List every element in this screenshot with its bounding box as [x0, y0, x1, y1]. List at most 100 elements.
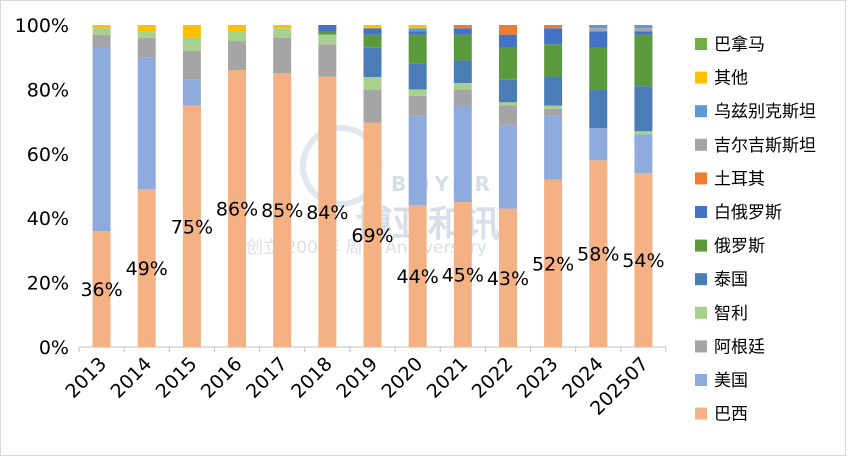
bar-segment-美国 [498, 124, 517, 209]
bar-segment-巴西 [273, 73, 292, 348]
bar-segment-土耳其 [544, 25, 563, 29]
bar-segment-乌兹别克斯坦 [408, 28, 427, 32]
legend-swatch [695, 138, 707, 151]
data-label: 43% [487, 268, 529, 290]
legend-item: 智利 [695, 304, 748, 324]
bar-segment-白俄罗斯 [408, 31, 427, 35]
legend-label: 土耳其 [714, 169, 765, 189]
bar-segment-美国 [453, 105, 472, 203]
bar-segment-其他 [182, 25, 201, 38]
bar-stack-2016 [228, 25, 247, 347]
bar-segment-美国 [544, 115, 563, 180]
legend-label: 智利 [714, 304, 748, 324]
bar-segment-其他 [363, 25, 382, 29]
bar-segment-其他 [137, 25, 156, 32]
bar-stack-2024 [589, 25, 608, 347]
bar-stack-2021 [453, 25, 472, 347]
bar-segment-美国 [92, 47, 111, 232]
bar-segment-阿根廷 [363, 90, 382, 123]
bar-segment-美国 [137, 57, 156, 190]
bar-segment-俄罗斯 [408, 34, 427, 64]
bar-segment-巴西 [363, 122, 382, 347]
bar-segment-俄罗斯 [544, 44, 563, 77]
data-label: 45% [442, 265, 484, 287]
legend-item: 俄罗斯 [695, 237, 765, 257]
data-label: 75% [171, 216, 213, 238]
legend-item: 其他 [695, 69, 748, 89]
bar-segment-其他 [92, 25, 111, 29]
bar-segment-巴西 [228, 70, 247, 347]
bar-segment-阿根廷 [137, 37, 156, 58]
y-tick-label: 40% [27, 208, 69, 230]
bar-segment-智利 [634, 131, 653, 135]
data-label: 36% [80, 279, 122, 301]
bar-segment-阿根廷 [273, 37, 292, 74]
bar-segment-智利 [92, 28, 111, 35]
legend-item: 巴西 [695, 405, 748, 425]
legend-item: 白俄罗斯 [695, 203, 782, 223]
bar-segment-巴西 [408, 205, 427, 347]
bar-segment-吉尔吉斯斯坦 [634, 28, 653, 32]
data-label: 58% [577, 244, 619, 266]
bar-segment-智利 [137, 31, 156, 38]
x-tick-label: 2016 [197, 353, 247, 403]
bar-stack-2017 [273, 25, 292, 348]
bar-segment-俄罗斯 [318, 31, 337, 35]
x-tick-label: 2017 [242, 353, 292, 403]
x-tick-label: 2019 [332, 353, 382, 403]
bar-segment-吉尔吉斯斯坦 [589, 28, 608, 32]
bar-segment-白俄罗斯 [498, 34, 517, 48]
bar-segment-泰国 [453, 60, 472, 83]
bar-stack-2014 [137, 25, 156, 347]
bar-segment-白俄罗斯 [318, 25, 337, 32]
legend-item: 阿根廷 [695, 337, 765, 357]
bar-segment-俄罗斯 [498, 47, 517, 80]
bar-segment-其他 [228, 25, 247, 32]
y-tick-label: 0% [39, 337, 69, 359]
bar-segment-美国 [408, 115, 427, 206]
x-tick-label: 2014 [107, 353, 157, 403]
y-tick-label: 100% [15, 15, 69, 37]
legend-swatch [695, 340, 707, 353]
bar-segment-泰国 [589, 89, 608, 129]
bar-segment-其他 [273, 25, 292, 29]
bar-segment-泰国 [363, 47, 382, 78]
legend-label: 乌兹别克斯坦 [714, 102, 816, 122]
plot-area: 0%20%40%60%80%100%2013201420152016201720… [15, 15, 667, 420]
data-label: 69% [351, 225, 393, 247]
bar-segment-阿根廷 [498, 105, 517, 125]
bar-segment-白俄罗斯 [363, 28, 382, 35]
bar-segment-其他 [408, 25, 427, 29]
bar-segment-智利 [544, 105, 563, 109]
bar-segment-巴西 [137, 189, 156, 347]
legend-swatch [695, 306, 707, 319]
legend-label: 白俄罗斯 [714, 203, 782, 223]
legend-item: 泰国 [695, 270, 748, 290]
data-label: 52% [532, 253, 574, 275]
bar-segment-巴西 [92, 231, 111, 347]
legend-item: 巴拿马 [695, 34, 765, 55]
legend-swatch [695, 172, 707, 185]
bar-segment-俄罗斯 [634, 34, 653, 87]
bar-segment-巴西 [589, 160, 608, 347]
data-label: 54% [622, 250, 664, 272]
bar-segment-阿根廷 [318, 44, 337, 77]
x-tick-label: 2022 [468, 353, 518, 403]
legend-item: 吉尔吉斯斯坦 [695, 136, 816, 156]
legend-label: 吉尔吉斯斯坦 [714, 136, 816, 156]
y-tick-label: 60% [27, 144, 69, 166]
bar-segment-土耳其 [498, 25, 517, 35]
bar-segment-阿根廷 [453, 89, 472, 106]
bar-segment-巴西 [318, 76, 337, 348]
legend-item: 土耳其 [695, 169, 765, 189]
bar-segment-智利 [228, 31, 247, 42]
bar-segment-智利 [363, 77, 382, 91]
x-tick-label: 2023 [513, 353, 563, 403]
legend-item: 美国 [695, 371, 748, 391]
legend-label: 巴拿马 [714, 34, 765, 55]
bar-segment-阿根廷 [92, 34, 111, 48]
bar-stack-202507 [634, 25, 653, 347]
bar-segment-阿根廷 [182, 50, 201, 80]
